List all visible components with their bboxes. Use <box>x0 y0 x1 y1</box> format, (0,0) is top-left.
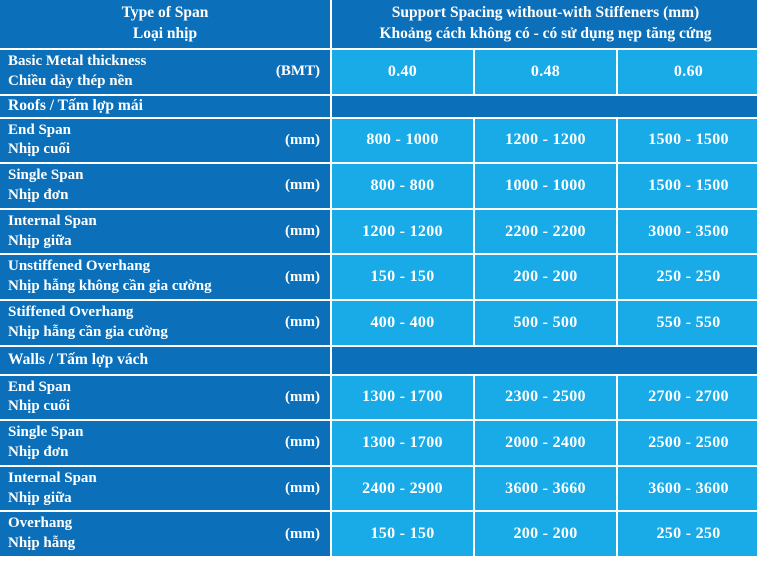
row-label-vi: Nhịp hẫng không cần gia cường <box>8 278 212 295</box>
row-label-en: Single Span <box>8 167 84 184</box>
row-unit: (mm) <box>285 434 320 451</box>
value-cell: 3000 - 3500 <box>615 207 757 256</box>
value-cell: 150 - 150 <box>330 253 475 301</box>
table-row-roofs-stiffened-overhang: Stiffened Overhang Nhịp hẫng cần gia cườ… <box>0 298 757 347</box>
row-label-en: Internal Span <box>8 212 97 229</box>
bmt-label-vi: Chiều dày thép nền <box>8 72 133 89</box>
section-roofs-title: Roofs / Tấm lợp mái <box>0 93 332 119</box>
bmt-label-cell: Basic Metal thickness Chiều dày thép nền… <box>0 48 332 96</box>
row-unit: (mm) <box>285 131 320 148</box>
value-cell: 2300 - 2500 <box>473 373 618 422</box>
row-label-vi: Nhịp đơn <box>8 443 69 460</box>
table-row-walls-overhang: Overhang Nhịp hẫng (mm) 150 - 150 200 - … <box>0 510 757 558</box>
row-unit: (mm) <box>285 223 320 240</box>
row-label-cell: End Span Nhịp cuối (mm) <box>0 116 332 165</box>
value-cell: 400 - 400 <box>330 298 475 347</box>
value-cell: 250 - 250 <box>615 253 757 301</box>
row-unit: (mm) <box>285 268 320 285</box>
table-row-roofs-unstiffened-overhang: Unstiffened Overhang Nhịp hẫng không cần… <box>0 253 757 301</box>
row-unit: (mm) <box>285 525 320 542</box>
value-cell: 500 - 500 <box>473 298 618 347</box>
value-cell: 2500 - 2500 <box>615 419 757 467</box>
row-label-en: Stiffened Overhang <box>8 303 134 320</box>
header-support-spacing: Support Spacing without-with Stiffeners … <box>329 0 757 50</box>
table-row-roofs-internal-span: Internal Span Nhịp giữa (mm) 1200 - 1200… <box>0 207 757 256</box>
value-cell: 2000 - 2400 <box>473 419 618 467</box>
table-row-roofs-end-span: End Span Nhịp cuối (mm) 800 - 1000 1200 … <box>0 116 757 165</box>
value-cell: 1500 - 1500 <box>615 162 757 210</box>
section-walls-filler <box>329 344 757 376</box>
value-cell: 1300 - 1700 <box>330 419 475 467</box>
value-cell: 800 - 800 <box>330 162 475 210</box>
row-label-cell: Single Span Nhịp đơn (mm) <box>0 419 332 467</box>
row-label-vi: Nhịp hẫng cần gia cường <box>8 323 168 340</box>
value-cell: 200 - 200 <box>473 253 618 301</box>
row-label-en: Unstiffened Overhang <box>8 258 151 275</box>
table-row-walls-end-span: End Span Nhịp cuối (mm) 1300 - 1700 2300… <box>0 373 757 422</box>
table-row-walls-single-span: Single Span Nhịp đơn (mm) 1300 - 1700 20… <box>0 419 757 467</box>
value-cell: 2200 - 2200 <box>473 207 618 256</box>
bmt-row: Basic Metal thickness Chiều dày thép nền… <box>0 48 757 96</box>
value-cell: 1200 - 1200 <box>473 116 618 165</box>
row-label-cell: Unstiffened Overhang Nhịp hẫng không cần… <box>0 253 332 301</box>
row-label-cell: Internal Span Nhịp giữa (mm) <box>0 464 332 513</box>
value-cell: 3600 - 3660 <box>473 464 618 513</box>
table-row-roofs-single-span: Single Span Nhịp đơn (mm) 800 - 800 1000… <box>0 162 757 210</box>
row-label-cell: Internal Span Nhịp giữa (mm) <box>0 207 332 256</box>
bmt-value-048: 0.48 <box>473 48 618 96</box>
value-cell: 800 - 1000 <box>330 116 475 165</box>
bmt-label-en: Basic Metal thickness <box>8 53 147 69</box>
span-spacing-table: Type of Span Loại nhịp Support Spacing w… <box>0 0 757 558</box>
value-cell: 550 - 550 <box>615 298 757 347</box>
row-label-en: Overhang <box>8 515 73 532</box>
row-label-vi: Nhịp cuối <box>8 141 71 158</box>
section-row-roofs: Roofs / Tấm lợp mái <box>0 93 757 119</box>
header-row: Type of Span Loại nhịp Support Spacing w… <box>0 0 757 50</box>
row-label-cell: Stiffened Overhang Nhịp hẫng cần gia cườ… <box>0 298 332 347</box>
row-unit: (mm) <box>285 177 320 194</box>
bmt-value-060: 0.60 <box>615 48 757 96</box>
header-type-of-span-vi: Loại nhịp <box>132 25 198 42</box>
row-unit: (mm) <box>285 388 320 405</box>
header-support-spacing-en: Support Spacing without-with Stiffeners … <box>391 4 700 22</box>
value-cell: 200 - 200 <box>473 510 618 558</box>
row-label-en: Internal Span <box>8 469 97 486</box>
bmt-unit: (BMT) <box>275 63 320 80</box>
section-row-walls: Walls / Tấm lợp vách <box>0 344 757 376</box>
section-walls-title: Walls / Tấm lợp vách <box>0 344 332 376</box>
row-label-vi: Nhịp đơn <box>8 186 69 203</box>
header-type-of-span-en: Type of Span <box>121 4 209 22</box>
section-roofs-filler <box>329 93 757 119</box>
row-unit: (mm) <box>285 314 320 331</box>
row-label-cell: Overhang Nhịp hẫng (mm) <box>0 510 332 558</box>
value-cell: 150 - 150 <box>330 510 475 558</box>
row-label-cell: Single Span Nhịp đơn (mm) <box>0 162 332 210</box>
row-label-en: End Span <box>8 121 71 138</box>
row-label-cell: End Span Nhịp cuối (mm) <box>0 373 332 422</box>
row-label-vi: Nhịp giữa <box>8 489 72 506</box>
row-label-vi: Nhịp hẫng <box>8 535 76 552</box>
value-cell: 1500 - 1500 <box>615 116 757 165</box>
row-label-en: End Span <box>8 378 71 395</box>
value-cell: 1000 - 1000 <box>473 162 618 210</box>
header-type-of-span: Type of Span Loại nhịp <box>0 0 332 50</box>
value-cell: 1200 - 1200 <box>330 207 475 256</box>
table-row-walls-internal-span: Internal Span Nhịp giữa (mm) 2400 - 2900… <box>0 464 757 513</box>
value-cell: 2700 - 2700 <box>615 373 757 422</box>
value-cell: 2400 - 2900 <box>330 464 475 513</box>
value-cell: 1300 - 1700 <box>330 373 475 422</box>
row-unit: (mm) <box>285 480 320 497</box>
row-label-en: Single Span <box>8 424 84 441</box>
value-cell: 250 - 250 <box>615 510 757 558</box>
bmt-value-040: 0.40 <box>330 48 475 96</box>
header-support-spacing-vi: Khoảng cách không có - có sử dụng nẹp tă… <box>379 25 712 42</box>
row-label-vi: Nhịp cuối <box>8 398 71 415</box>
value-cell: 3600 - 3600 <box>615 464 757 513</box>
row-label-vi: Nhịp giữa <box>8 232 72 249</box>
